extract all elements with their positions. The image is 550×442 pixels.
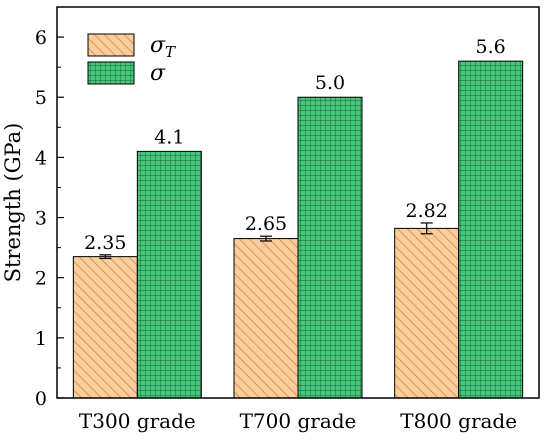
legend-label-sigma: σ <box>150 61 166 86</box>
bar-sigma-3 <box>458 60 524 399</box>
legend-swatch-sigma <box>87 61 135 85</box>
x-tick-label: T300 grade <box>79 409 196 433</box>
legend-label-sigma-t: σT <box>150 33 176 61</box>
bar-sigma-t-3 <box>394 227 460 399</box>
y-tick-label: 1 <box>35 328 47 350</box>
data-label: 5.0 <box>315 72 345 94</box>
data-label: 2.65 <box>245 213 287 235</box>
y-tick-label: 4 <box>35 147 47 169</box>
bar-sigma-1 <box>136 150 202 399</box>
y-tick-label: 5 <box>35 87 47 109</box>
y-tick-label: 2 <box>35 268 47 290</box>
bar-sigma-t-2 <box>233 238 299 399</box>
data-label: 2.35 <box>84 232 126 254</box>
data-label: 2.82 <box>406 200 448 222</box>
y-tick-label: 0 <box>35 388 47 410</box>
bar-sigma-t-1 <box>72 256 138 399</box>
plot-frame <box>56 6 540 399</box>
data-label: 5.6 <box>476 36 506 58</box>
data-label: 4.1 <box>154 126 184 148</box>
y-axis-label: Strength (GPa) <box>1 123 25 283</box>
x-tick-label: T700 grade <box>240 409 357 433</box>
x-tick-label: T800 grade <box>400 409 517 433</box>
legend: σTσ <box>87 33 176 86</box>
y-tick-label: 6 <box>35 27 47 49</box>
legend-swatch-sigma-t <box>87 33 135 57</box>
y-tick-label: 3 <box>35 208 47 230</box>
bar-sigma-2 <box>297 96 363 399</box>
